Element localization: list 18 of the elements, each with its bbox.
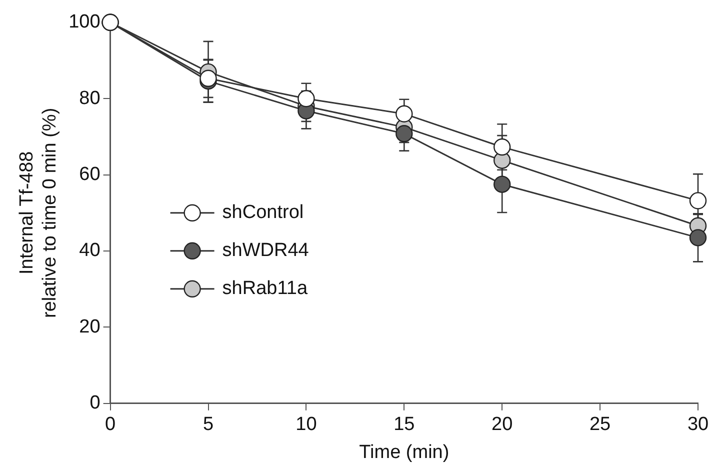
y-axis-title: Internal Tf-488 relative to time 0 min (%) [16, 108, 60, 318]
y-tick-label: 20 [79, 316, 100, 338]
y-tick-label: 100 [68, 12, 100, 33]
x-tick-label: 20 [492, 414, 513, 436]
y-tick-label: 60 [79, 164, 100, 186]
legend-label: shRab11a [222, 278, 308, 300]
legend-label: shControl [222, 202, 304, 224]
y-tick-label: 0 [90, 392, 100, 414]
x-tick-label: 5 [202, 414, 214, 436]
x-axis-title: Time (min) [359, 442, 450, 463]
y-tick-label: 40 [79, 240, 100, 262]
x-tick-label: 0 [105, 414, 116, 436]
y-tick-label: 80 [79, 88, 100, 109]
legend-label: shWDR44 [222, 240, 310, 262]
x-tick-label: 10 [296, 414, 317, 436]
x-tick-label: 15 [394, 414, 415, 436]
x-tick-label: 30 [687, 414, 709, 436]
x-tick-label: 25 [589, 414, 611, 436]
